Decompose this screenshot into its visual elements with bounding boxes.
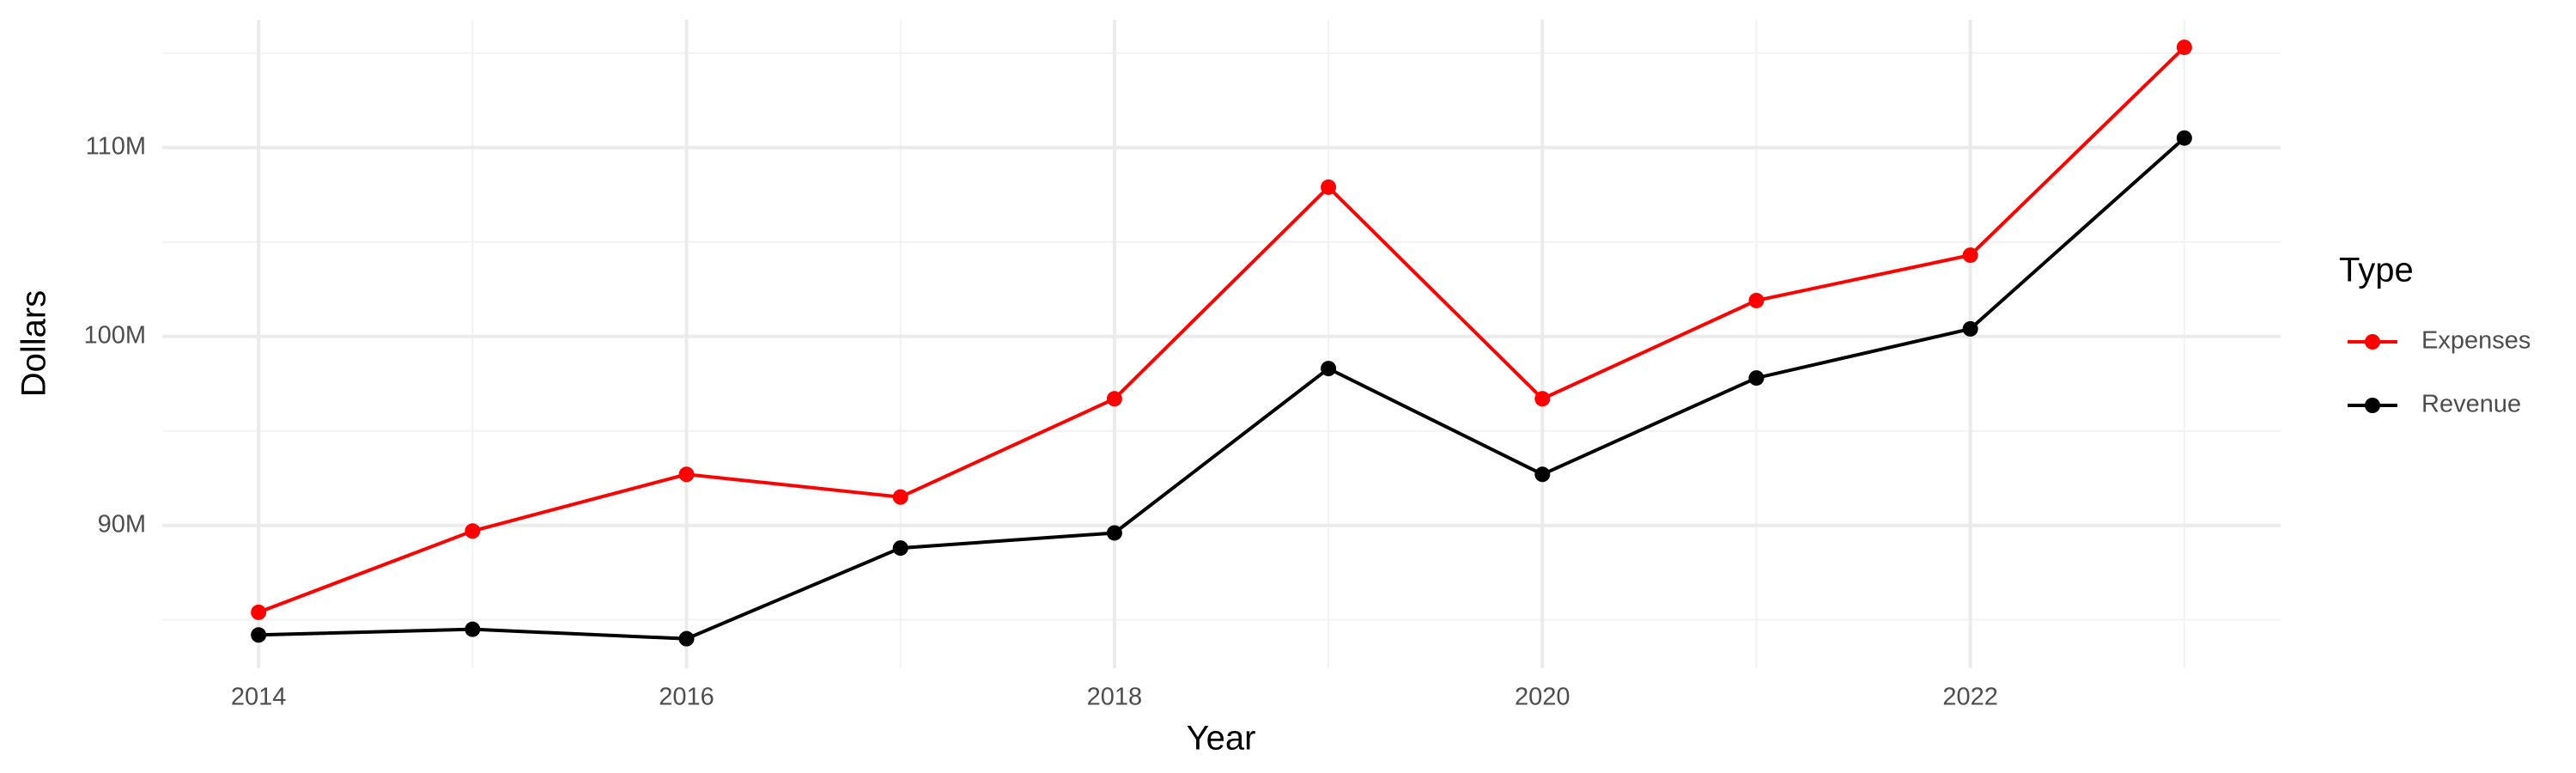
point [678,466,695,483]
legend-label: Revenue [2421,391,2521,418]
point [678,630,695,647]
legend-title: Type [2339,252,2414,289]
point [1748,370,1765,386]
y-axis-title: Dollars [15,290,53,397]
legend-label: Expenses [2421,327,2530,355]
point [1321,179,1337,195]
x-tick-label: 2014 [231,684,287,711]
x-axis-title: Year [1187,720,1256,758]
point [1748,292,1765,308]
x-tick-label: 2018 [1087,684,1143,711]
point [251,604,267,620]
point [892,489,908,505]
point [1106,525,1122,541]
point [1534,466,1551,483]
y-tick-label: 100M [83,321,146,349]
point [1321,361,1337,377]
line [258,137,2186,641]
point [1106,391,1122,407]
legend-point [2365,334,2380,350]
point [2176,130,2192,146]
point [1534,391,1551,407]
point [1962,320,1978,337]
x-tick-label: 2022 [1942,684,1998,711]
point [465,523,481,539]
y-tick-label: 90M [98,510,146,538]
point [1962,247,1978,264]
x-tick-label: 2016 [659,684,714,711]
x-tick-label: 2020 [1515,684,1571,711]
point [892,540,908,557]
point [465,621,481,637]
point [2176,40,2192,56]
y-tick-label: 110M [86,132,146,160]
line [258,46,2186,614]
point [251,627,267,643]
legend-point [2365,398,2380,413]
